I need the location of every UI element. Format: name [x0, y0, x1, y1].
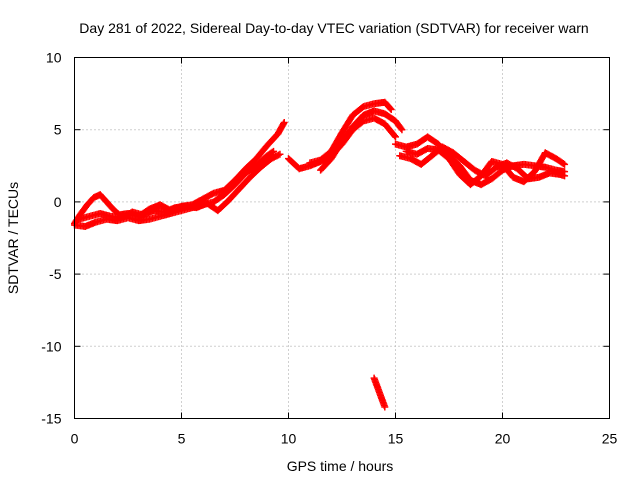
series-track-3	[75, 150, 284, 223]
series-track-6	[317, 107, 406, 174]
data-point	[387, 105, 395, 113]
series-track-2	[71, 147, 278, 230]
x-tick-label: 15	[388, 431, 404, 447]
x-tick-label: 0	[71, 431, 79, 447]
grid-lines	[74, 57, 610, 419]
y-tick-label: 0	[54, 194, 62, 210]
data-point	[561, 172, 569, 180]
x-tick-label: 10	[281, 431, 297, 447]
y-tick-label: 10	[46, 50, 62, 66]
series-track-10	[370, 374, 389, 411]
y-tick-label: -15	[41, 411, 61, 427]
x-tick-labels: 0 5 10 15 20 25	[71, 431, 618, 447]
data-point	[381, 403, 389, 411]
data-point	[386, 104, 394, 112]
chart-title: Day 281 of 2022, Sidereal Day-to-day VTE…	[79, 20, 588, 36]
data-point	[561, 160, 569, 168]
x-tick-label: 20	[495, 431, 511, 447]
plot-frame	[74, 57, 610, 419]
data-point	[391, 132, 399, 140]
x-axis-label: GPS time / hours	[287, 458, 394, 474]
y-tick-labels: 10 5 0 -5 -10 -15	[41, 50, 61, 427]
data-point	[276, 150, 284, 158]
x-tick-label: 25	[602, 431, 618, 447]
data-point	[397, 124, 405, 132]
x-tick-label: 5	[178, 431, 186, 447]
data-points	[71, 98, 569, 411]
y-tick-label: -5	[49, 266, 62, 282]
y-tick-label: -10	[41, 338, 61, 354]
data-point	[280, 118, 288, 126]
series-track-9	[402, 144, 569, 189]
data-point	[392, 133, 399, 141]
data-point	[559, 160, 567, 168]
y-tick-label: 5	[54, 122, 62, 138]
y-axis-label: SDTVAR / TECUs	[5, 182, 21, 294]
data-point	[398, 126, 406, 134]
axis-ticks	[74, 57, 610, 419]
